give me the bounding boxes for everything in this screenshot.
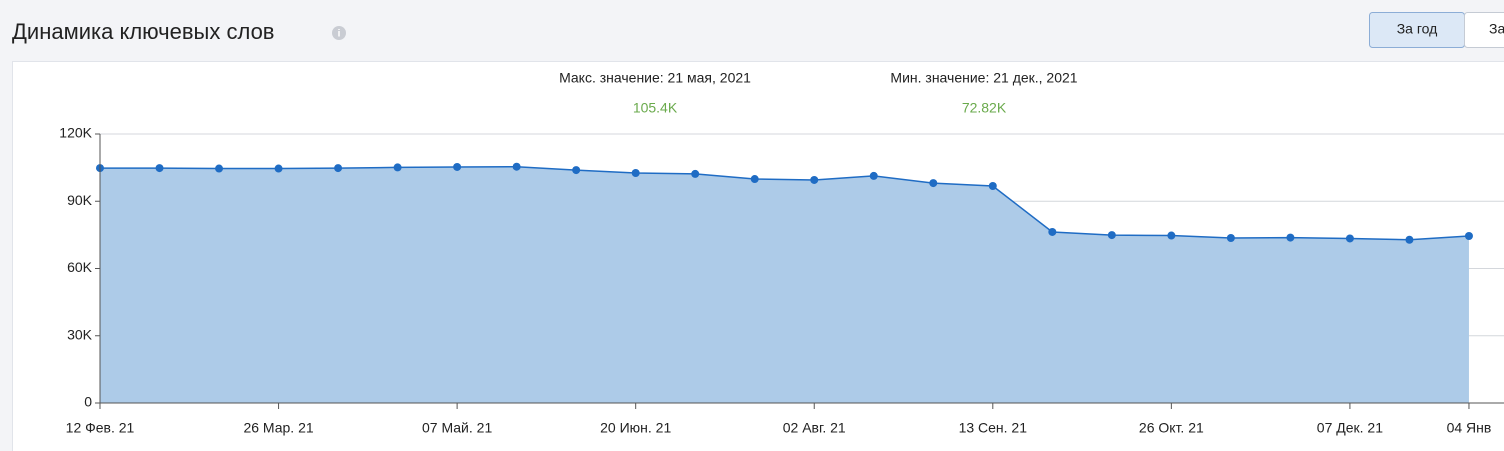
x-tick-label: 04 Янв — [1447, 420, 1492, 436]
data-point — [334, 164, 343, 173]
y-tick-label: 60K — [67, 259, 93, 275]
data-point — [572, 166, 581, 175]
annotation-label: Мин. значение: 21 дек., 2021 — [890, 70, 1077, 86]
y-tick-label: 120K — [59, 125, 92, 141]
data-point — [512, 162, 521, 171]
x-tick-label: 07 Дек. 21 — [1317, 420, 1383, 436]
data-point — [929, 179, 938, 188]
x-tick-label: 20 Июн. 21 — [600, 420, 671, 436]
x-tick-label: 26 Окт. 21 — [1139, 420, 1204, 436]
data-point — [1345, 234, 1354, 243]
data-point — [1286, 233, 1295, 242]
data-point — [215, 164, 224, 173]
data-point — [691, 169, 700, 178]
data-point — [1464, 231, 1473, 240]
data-point — [155, 164, 164, 173]
annotation-value: 72.82K — [962, 100, 1007, 116]
line — [100, 165, 1470, 241]
data-point — [1226, 234, 1235, 243]
data-point — [1167, 231, 1176, 240]
data-point — [1107, 231, 1116, 240]
x-tick-label: 02 Авг. 21 — [783, 420, 846, 436]
info-icon[interactable] — [332, 26, 346, 40]
data-point — [274, 164, 283, 173]
data-point — [393, 163, 402, 172]
data-point — [631, 169, 640, 178]
period-button[interactable] — [1464, 12, 1504, 48]
x-tick-label: 26 Мар. 21 — [243, 420, 313, 436]
data-point — [869, 171, 878, 180]
data-point — [453, 162, 462, 171]
annotation-value: 105.4K — [633, 100, 678, 116]
annotation-label: Макс. значение: 21 мая, 2021 — [559, 70, 751, 86]
period-button-label: За — [1489, 21, 1504, 37]
x-tick-label: 13 Сен. 21 — [959, 420, 1028, 436]
info-icon-glyph: i — [338, 29, 341, 40]
data-point — [810, 175, 819, 184]
y-tick-label: 0 — [84, 394, 92, 410]
period-button-label: За год — [1397, 21, 1438, 37]
data-point — [988, 182, 997, 191]
y-tick-label: 30K — [67, 326, 93, 342]
y-tick-label: 90K — [67, 192, 93, 208]
x-tick-label: 07 Май. 21 — [422, 420, 492, 436]
data-point — [750, 175, 759, 184]
data-point — [1048, 227, 1057, 236]
data-point — [1405, 235, 1414, 244]
section-title: Динамика ключевых слов — [12, 19, 275, 44]
area — [100, 166, 1469, 403]
x-tick-label: 12 Фев. 21 — [66, 420, 135, 436]
